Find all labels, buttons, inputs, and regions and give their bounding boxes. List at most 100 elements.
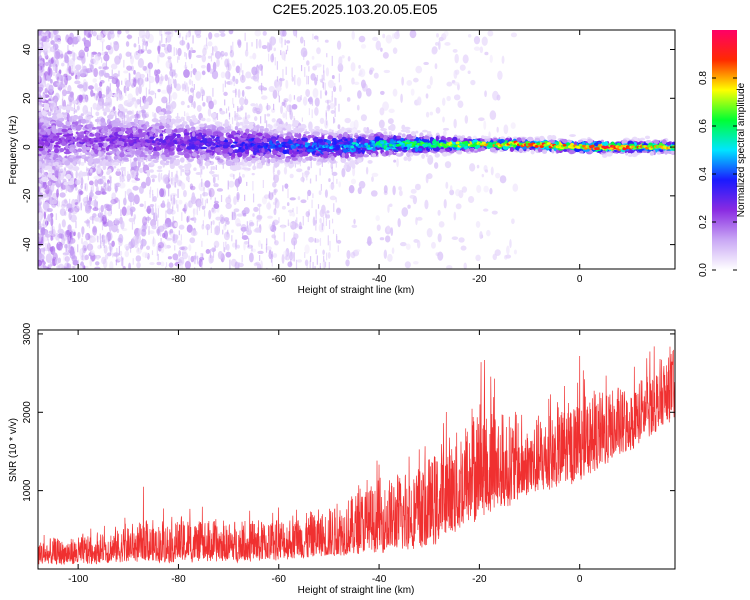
spectrogram-streak-cell — [81, 252, 84, 261]
spectrogram-streak-cell — [241, 255, 243, 263]
spectrogram-streak-cell — [308, 108, 310, 116]
spectrogram-noise-cell — [258, 39, 262, 49]
spectrogram-noise-cell — [445, 181, 449, 189]
spectrogram-streak-cell — [210, 191, 212, 200]
spectrogram-streak-cell — [214, 227, 216, 235]
spectrogram-noise-cell — [153, 112, 157, 120]
spectrogram-streak-cell — [43, 188, 45, 193]
spectrogram-noise-cell — [189, 185, 196, 191]
spectrogram-ridge-cell — [85, 109, 89, 113]
spectrogram-noise-cell — [146, 205, 152, 214]
spectrogram-noise-cell — [191, 192, 196, 202]
spectrogram-noise-cell — [489, 110, 497, 120]
spectrogram-noise-cell — [385, 34, 393, 44]
spectrogram-ridge-cell — [349, 133, 354, 137]
spectrogram-streak-cell — [47, 232, 49, 241]
spectrogram-noise-cell — [247, 114, 251, 119]
spectrogram-noise-cell — [324, 189, 328, 198]
spectrogram-noise-cell — [63, 254, 66, 262]
spectrogram-noise-cell — [256, 214, 263, 220]
spectrogram-streak-cell — [73, 266, 75, 269]
spectrogram-noise-cell — [338, 56, 343, 67]
spectrogram-noise-cell — [57, 39, 61, 45]
spectrogram-streak-cell — [144, 200, 146, 209]
spectrogram-noise-cell — [341, 167, 346, 178]
spectrogram-ridge-cell — [441, 151, 448, 157]
spectrogram-noise-cell — [257, 250, 264, 255]
spectrogram-noise-cell — [392, 185, 396, 196]
spectrogram-streak-cell — [86, 52, 89, 57]
spectrogram-streak-cell — [200, 253, 202, 260]
spectrogram-ridge-cell — [186, 116, 191, 122]
spectrogram-noise-cell — [267, 215, 273, 219]
spectrogram-noise-cell — [208, 187, 215, 198]
spectrogram-noise-cell — [38, 103, 44, 107]
spectrogram-streak-cell — [239, 172, 241, 180]
spectrogram-ridge-cell — [65, 173, 72, 180]
spectrogram-streak-cell — [235, 239, 237, 250]
spectrogram-ridge-cell — [72, 166, 80, 172]
spectrogram-noise-cell — [60, 53, 64, 59]
spectrogram-streak-cell — [55, 48, 57, 59]
spectrogram-streak-cell — [242, 228, 245, 234]
spectrogram-noise-cell — [100, 70, 106, 75]
spectrogram-ridge-cell — [343, 164, 347, 170]
spectrogram-streak-cell — [179, 32, 181, 38]
spectrogram-noise-cell — [443, 30, 449, 37]
spectrogram-streak-cell — [117, 223, 119, 228]
spectrogram-streak-cell — [142, 42, 144, 51]
spectrogram-noise-cell — [281, 225, 285, 229]
spectrogram-streak-cell — [293, 231, 295, 238]
spectrogram-streak-cell — [218, 221, 220, 231]
spectrogram-noise-cell — [82, 82, 88, 92]
spectrogram-noise-cell — [135, 86, 139, 97]
spectrogram-noise-cell — [207, 188, 212, 192]
spectrogram-streak-cell — [235, 88, 237, 98]
spectrogram-streak-cell — [247, 227, 249, 232]
spectrogram-noise-cell — [200, 64, 206, 69]
spectrogram-ridge-cell — [63, 181, 69, 186]
spectrogram-streak-cell — [295, 259, 298, 269]
spectrogram-streak-cell — [118, 199, 120, 209]
spectrogram-ridge-cell — [38, 172, 42, 178]
spectrogram-streak-cell — [142, 238, 144, 249]
spectrogram-noise-cell — [66, 113, 70, 122]
spectrogram-noise-cell — [208, 209, 212, 220]
spectrogram-ridge-cell — [72, 160, 76, 166]
spectrogram-streak-cell — [225, 108, 228, 114]
spectrogram-noise-cell — [344, 117, 351, 124]
spectrogram-noise-cell — [253, 206, 259, 212]
spectrogram-streak-cell — [273, 165, 275, 173]
spectrogram-noise-cell — [136, 110, 142, 115]
spectrogram-streak-cell — [173, 233, 175, 242]
spectrogram-streak-cell — [294, 74, 296, 85]
spectrogram-noise-cell — [271, 118, 276, 123]
spectrogram-noise-cell — [338, 84, 342, 93]
spectrogram-streak-cell — [184, 81, 186, 90]
spectrogram-ridge-cell — [139, 167, 144, 174]
spectrogram-noise-cell — [94, 261, 100, 266]
spectrogram-streak-cell — [221, 122, 223, 127]
spectrogram-streak-cell — [245, 112, 247, 123]
spectrogram-streak-cell — [316, 255, 318, 265]
spectrogram-streak-cell — [110, 42, 112, 49]
spectrogram-noise-cell — [185, 82, 188, 92]
spectrogram-noise-cell — [272, 89, 278, 99]
spectrogram-streak-cell — [285, 49, 288, 55]
spectrogram-streak-cell — [237, 106, 239, 113]
spectrogram-noise-cell — [442, 130, 447, 137]
spectrogram-noise-cell — [241, 235, 249, 241]
spectrogram-streak-cell — [310, 161, 312, 169]
spectrogram-streak-cell — [307, 212, 309, 223]
spectrogram-streak-cell — [203, 210, 206, 217]
spectrogram-noise-cell — [291, 103, 298, 110]
spectrogram-streak-cell — [270, 194, 272, 201]
spectrogram-noise-cell — [103, 204, 106, 209]
spectrogram-ridge-cell — [184, 153, 190, 159]
spectrogram-noise-cell — [329, 195, 337, 201]
spectrogram-noise-cell — [180, 182, 186, 191]
spectrogram-streak-cell — [174, 181, 176, 188]
spectrogram-noise-cell — [453, 118, 457, 129]
spectrogram-streak-cell — [285, 110, 287, 120]
spectrogram-noise-cell — [45, 198, 49, 202]
